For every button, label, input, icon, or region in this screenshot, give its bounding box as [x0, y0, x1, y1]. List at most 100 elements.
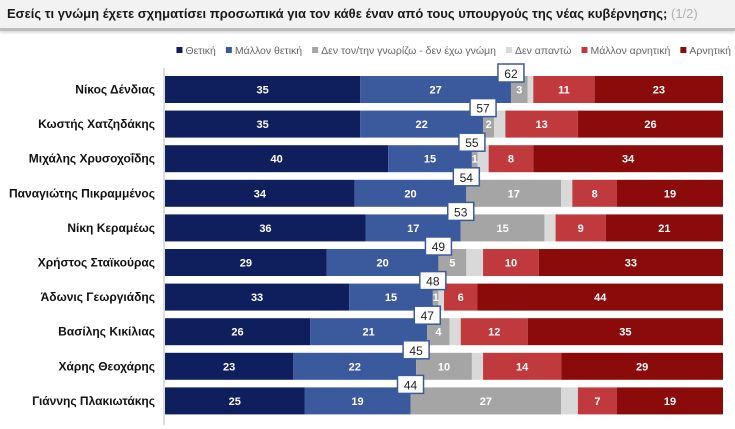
legend-swatch	[225, 47, 232, 53]
bar-segment	[304, 387, 411, 415]
category-label: Άδωνις Γεωργιάδης	[41, 290, 155, 304]
data-label: 3	[516, 85, 522, 97]
data-label: 35	[619, 327, 631, 339]
category-label: Βασίλης Κικίλιας	[58, 325, 155, 339]
data-label: 22	[416, 119, 428, 131]
bar-segment	[561, 387, 578, 415]
data-label: 35	[257, 119, 269, 131]
legend-swatch	[581, 47, 588, 53]
data-label: 17	[407, 223, 419, 235]
data-label: 13	[536, 119, 548, 131]
total-label: 55	[465, 136, 479, 150]
data-label: 11	[558, 85, 570, 97]
legend-swatch	[176, 47, 183, 53]
data-label: 23	[223, 361, 235, 373]
bar-segment	[577, 110, 723, 138]
legend-label: Θετική	[185, 45, 216, 57]
bar-segment	[616, 179, 723, 207]
total-box	[497, 63, 525, 83]
data-label: 29	[240, 258, 252, 270]
bar-segment	[471, 145, 478, 173]
data-label: 33	[251, 292, 263, 304]
legend-swatch	[505, 47, 512, 53]
data-label: 25	[229, 396, 241, 408]
bar-segment	[444, 283, 478, 311]
category-label: Κωστής Χατζηδάκης	[38, 117, 155, 131]
data-label: 14	[516, 361, 529, 373]
total-box	[402, 340, 430, 360]
bar-segment	[572, 179, 617, 207]
category-label: Γιάννης Πλακιωτάκης	[32, 394, 155, 408]
data-label: 8	[508, 154, 514, 166]
data-label: 29	[636, 361, 648, 373]
data-label: 40	[270, 154, 282, 166]
title-bar: Εσείς τι γνώμη έχετε σχηματίσει προσωπικ…	[0, 0, 735, 31]
category-label: Νίκη Κεραμέως	[67, 221, 155, 235]
bar-segment	[410, 387, 562, 415]
category-label: Χάρης Θεοχάρης	[59, 359, 155, 373]
bar-segment	[165, 110, 361, 138]
category-label: Νίκος Δένδιας	[75, 83, 155, 97]
data-label: 5	[449, 258, 455, 270]
total-label: 62	[504, 67, 518, 81]
total-box	[396, 374, 425, 395]
bar-segment	[165, 249, 327, 276]
total-label: 57	[476, 102, 490, 116]
total-box	[419, 270, 447, 291]
bar-segment	[483, 249, 539, 276]
bar-segment	[561, 352, 723, 380]
chart-title: Εσείς τι γνώμη έχετε σχηματίσει προσωπικ…	[7, 6, 698, 21]
total-label: 54	[460, 171, 474, 185]
bar-segment	[544, 214, 556, 242]
data-label: 21	[658, 223, 670, 235]
bar-segment	[594, 76, 723, 103]
bar-segment	[494, 110, 506, 138]
data-label: 19	[351, 396, 363, 408]
legend-label: Δεν απαντώ	[515, 45, 572, 57]
bar-segment	[460, 214, 545, 242]
bar-segment	[605, 214, 723, 242]
bar-segment	[165, 179, 355, 207]
data-label: 34	[254, 188, 267, 200]
data-label: 2	[486, 119, 492, 131]
data-label: 22	[349, 361, 361, 373]
data-label: 21	[363, 327, 375, 339]
bar-segment	[488, 145, 534, 173]
bar-segment	[527, 318, 723, 346]
total-box	[446, 201, 475, 222]
bar-segment	[466, 179, 562, 207]
total-label: 49	[432, 240, 446, 254]
data-label: 19	[664, 396, 676, 408]
data-label: 36	[259, 223, 271, 235]
bar-segment	[165, 352, 294, 380]
total-label: 47	[421, 309, 435, 323]
data-label: 33	[625, 258, 637, 270]
bar-segment	[477, 145, 489, 173]
total-box	[452, 167, 481, 187]
bar-segment	[466, 249, 484, 276]
bar-segment	[616, 387, 723, 415]
data-label: 27	[430, 85, 442, 97]
total-label: 48	[426, 275, 440, 289]
data-label: 15	[496, 223, 508, 235]
legend-label: Μάλλον αρνητική	[590, 45, 670, 57]
legend-label: Μάλλον θετική	[235, 45, 302, 57]
bar-segment	[577, 387, 617, 415]
bar-segment	[293, 352, 417, 380]
bar-segment	[165, 387, 305, 415]
bar-segment	[165, 76, 361, 103]
data-label: 27	[480, 396, 492, 408]
data-label: 8	[592, 188, 598, 200]
total-box	[458, 132, 486, 152]
bar-segment	[471, 352, 484, 380]
category-label: Χρήστος Σταϊκούρας	[38, 256, 155, 270]
bar-segment	[527, 76, 534, 103]
bar-segment	[165, 214, 366, 242]
data-label: 1	[433, 292, 439, 304]
bar-segment	[555, 214, 606, 242]
data-label: 20	[404, 188, 416, 200]
legend-swatch	[680, 47, 687, 53]
bar-segment	[460, 318, 528, 346]
data-label: 4	[435, 327, 442, 339]
